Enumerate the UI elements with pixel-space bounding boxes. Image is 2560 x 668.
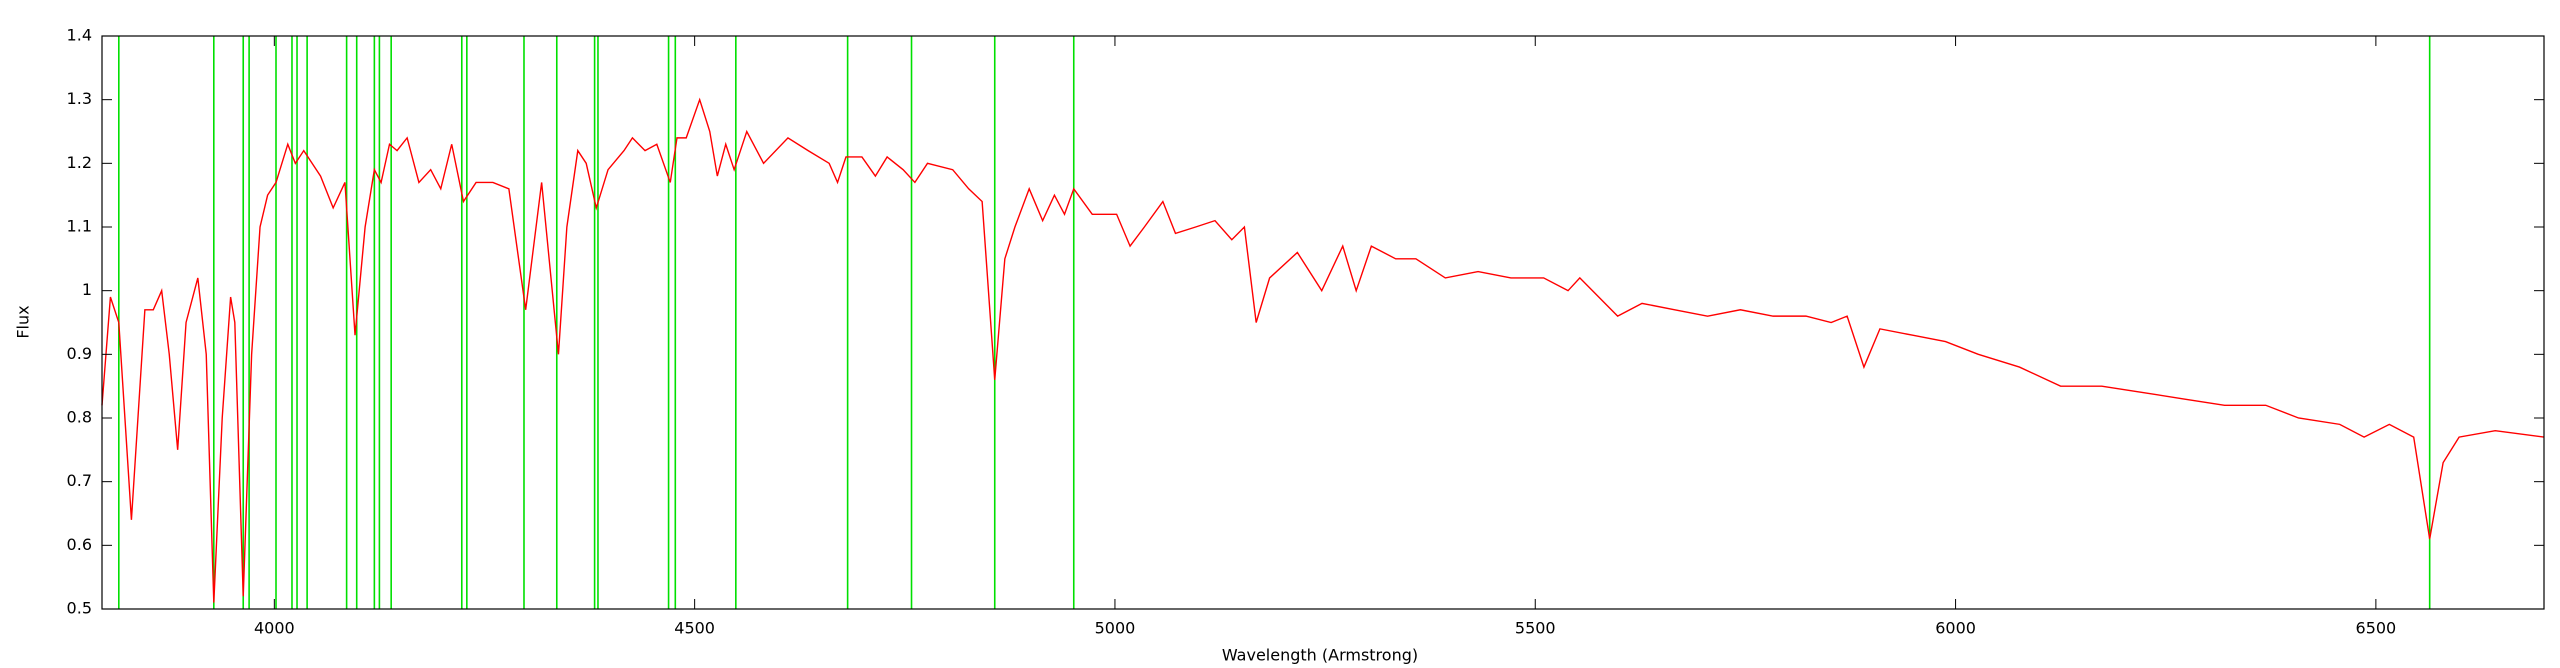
x-tick-label: 6000 bbox=[1935, 619, 1976, 638]
x-tick-label: 6500 bbox=[2356, 619, 2397, 638]
y-tick-label: 1.4 bbox=[67, 26, 92, 45]
x-tick-label: 5000 bbox=[1095, 619, 1136, 638]
x-tick-label: 4000 bbox=[254, 619, 295, 638]
y-tick-label: 0.6 bbox=[67, 535, 92, 554]
spectrum-line bbox=[101, 97, 2545, 603]
y-axis-label: Flux bbox=[14, 305, 33, 338]
y-tick-label: 1.3 bbox=[67, 89, 92, 108]
y-tick-label: 1.2 bbox=[67, 153, 92, 172]
y-tick-label: 0.9 bbox=[67, 344, 92, 363]
x-tick-label: 5500 bbox=[1515, 619, 1556, 638]
y-tick-label: 1.1 bbox=[67, 217, 92, 236]
y-tick-label: 0.8 bbox=[67, 408, 92, 427]
x-tick-label: 4500 bbox=[674, 619, 715, 638]
x-axis-label: Wavelength (Armstrong) bbox=[1222, 646, 1418, 665]
y-tick-label: 0.7 bbox=[67, 471, 92, 490]
plot-frame bbox=[101, 35, 2545, 610]
y-tick-label: 1 bbox=[82, 280, 92, 299]
y-tick-label: 0.5 bbox=[67, 599, 92, 618]
